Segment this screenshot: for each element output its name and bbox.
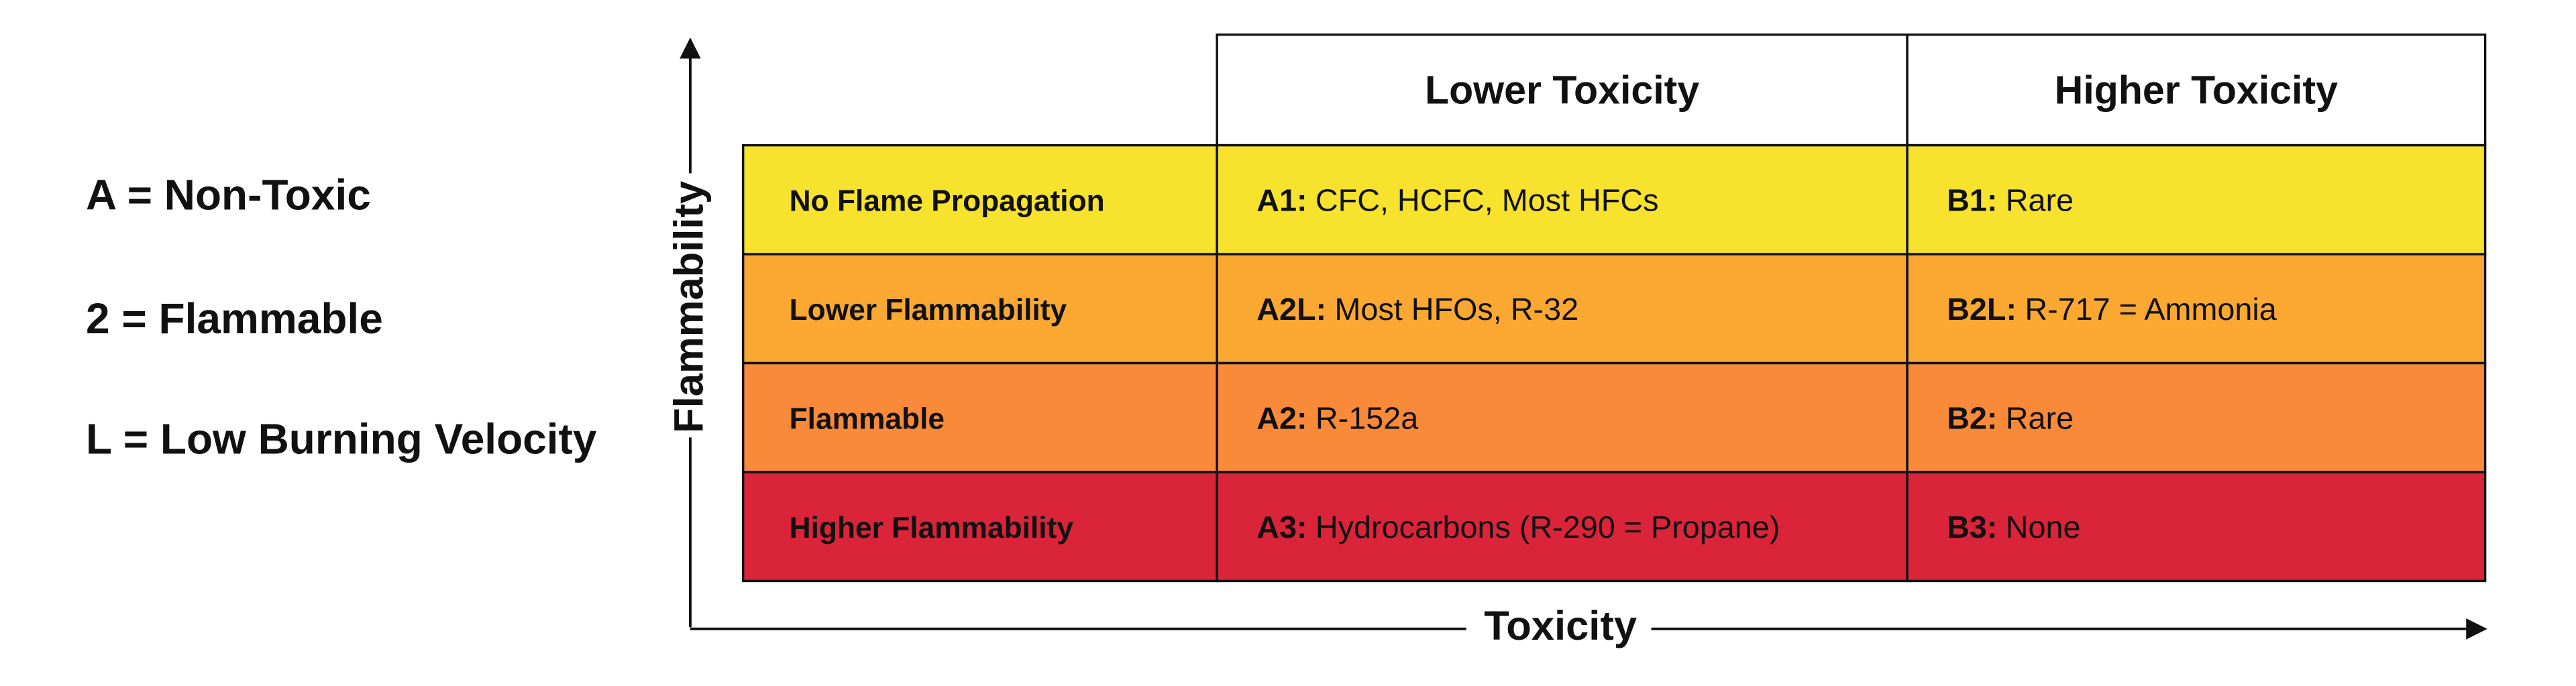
- row-cell: [1906, 471, 2487, 583]
- cell-code: A2L:: [1256, 292, 1326, 327]
- row-label: No Flame Propagation: [790, 184, 1105, 217]
- cell-desc: R-717 = Ammonia: [2025, 292, 2276, 327]
- legend-item: A = Non-Toxic: [86, 170, 371, 219]
- cell-desc: None: [2006, 510, 2081, 545]
- cell-code: A2:: [1256, 401, 1307, 436]
- row-cell: [741, 253, 1218, 365]
- row-cell: [1906, 144, 2487, 255]
- header-text: Higher Toxicity: [2055, 68, 2338, 113]
- row-label: Flammable: [790, 402, 945, 435]
- cell-desc: Rare: [2006, 401, 2074, 436]
- cell-code: A1:: [1256, 183, 1307, 218]
- row-label: Lower Flammability: [790, 294, 1067, 327]
- row-label: Higher Flammability: [790, 512, 1074, 545]
- y-label-bg: [657, 173, 724, 438]
- cell-text: B2L: R-717 = Ammonia: [1947, 292, 2277, 327]
- x-label-bg: [1466, 604, 1652, 654]
- cell-text: A3: Hydrocarbons (R-290 = Propane): [1256, 510, 1780, 545]
- cell-desc: Hydrocarbons (R-290 = Propane): [1316, 510, 1780, 545]
- legend-item: 2 = Flammable: [86, 294, 383, 343]
- row-cell: [1216, 471, 1909, 583]
- cell-text: B1: Rare: [1947, 183, 2074, 218]
- cell-desc: Most HFOs, R-32: [1334, 292, 1578, 327]
- cell-code: B1:: [1947, 183, 1997, 218]
- cell-desc: Rare: [2006, 183, 2074, 218]
- cell-text: B3: None: [1947, 510, 2080, 545]
- header-cell: [1906, 33, 2487, 147]
- cell-code: B2L:: [1947, 292, 2017, 327]
- row-cell: [741, 471, 1218, 583]
- cell-text: A2L: Most HFOs, R-32: [1256, 292, 1578, 327]
- y-axis-label: Flammability: [666, 181, 712, 433]
- x-axis-label: Toxicity: [1484, 603, 1637, 649]
- cell-text: B2: Rare: [1947, 401, 2074, 436]
- cell-desc: R-152a: [1316, 401, 1418, 436]
- legend-item: L = Low Burning Velocity: [86, 415, 597, 463]
- header-cell: [1216, 33, 1909, 147]
- row-cell: [1906, 361, 2487, 473]
- cell-desc: CFC, HCFC, Most HFCs: [1316, 183, 1659, 218]
- row-cell: [1906, 253, 2487, 365]
- header-text: Lower Toxicity: [1425, 68, 1699, 113]
- cell-text: A2: R-152a: [1256, 401, 1418, 436]
- cell-code: B2:: [1947, 401, 1997, 436]
- cell-code: B3:: [1947, 510, 1997, 545]
- cell-text: A1: CFC, HCFC, Most HFCs: [1256, 183, 1658, 218]
- cell-code: A3:: [1256, 510, 1307, 545]
- row-cell: [1216, 253, 1909, 365]
